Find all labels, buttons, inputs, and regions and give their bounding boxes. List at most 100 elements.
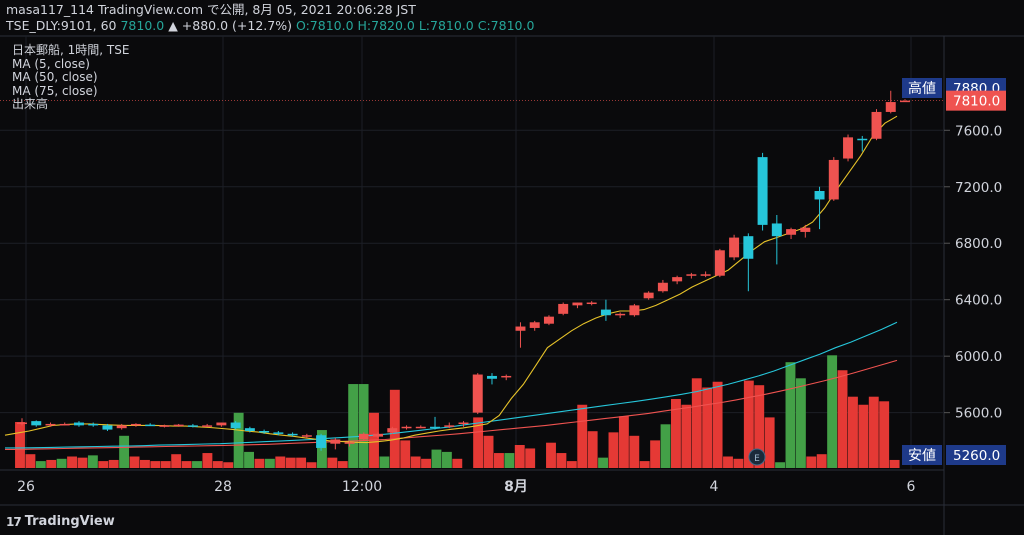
candle-body[interactable] bbox=[743, 236, 754, 259]
candle-body[interactable] bbox=[45, 423, 56, 426]
volume-bar bbox=[847, 396, 858, 468]
candle-body[interactable] bbox=[558, 303, 569, 314]
candle-body[interactable] bbox=[444, 425, 455, 427]
candle-body[interactable] bbox=[344, 442, 355, 444]
volume-bar bbox=[556, 453, 567, 468]
svg-text:E: E bbox=[754, 454, 760, 464]
candle-body[interactable] bbox=[259, 431, 270, 433]
candle-body[interactable] bbox=[686, 274, 697, 276]
x-tick-label: 28 bbox=[214, 479, 232, 495]
volume-bar bbox=[868, 396, 879, 468]
candle-body[interactable] bbox=[828, 159, 839, 200]
candle-body[interactable] bbox=[173, 424, 184, 427]
candle-body[interactable] bbox=[387, 428, 398, 433]
x-tick-label: 8月 bbox=[504, 479, 528, 495]
candle-body[interactable] bbox=[814, 191, 825, 200]
tradingview-logo-icon: 17 bbox=[6, 514, 22, 529]
candle-body[interactable] bbox=[301, 435, 312, 437]
x-tick-label: 6 bbox=[907, 479, 916, 495]
candle-body[interactable] bbox=[415, 426, 426, 429]
candle-body[interactable] bbox=[700, 274, 711, 276]
candle-body[interactable] bbox=[586, 302, 597, 305]
candle-body[interactable] bbox=[757, 157, 768, 225]
volume-bar bbox=[202, 453, 213, 468]
candle-body[interactable] bbox=[88, 423, 99, 426]
candle-body[interactable] bbox=[59, 423, 70, 426]
candle-body[interactable] bbox=[657, 282, 668, 292]
legend-title[interactable]: 日本郵船, 1時間, TSE bbox=[12, 43, 130, 57]
candle-body[interactable] bbox=[629, 305, 640, 316]
candle-body[interactable] bbox=[771, 223, 782, 237]
candle-body[interactable] bbox=[472, 374, 483, 413]
legend-ma75[interactable]: MA (75, close) bbox=[12, 83, 98, 98]
candle-body[interactable] bbox=[116, 425, 127, 429]
volume-bar bbox=[598, 457, 609, 468]
candle-body[interactable] bbox=[885, 102, 896, 112]
candle-body[interactable] bbox=[786, 229, 797, 235]
candle-body[interactable] bbox=[316, 435, 327, 448]
legend-ma5[interactable]: MA (5, close) bbox=[12, 56, 90, 71]
candle-body[interactable] bbox=[871, 111, 882, 139]
volume-bar bbox=[233, 412, 244, 468]
volume-bar bbox=[618, 416, 629, 468]
volume-bar bbox=[775, 462, 786, 468]
candle-body[interactable] bbox=[73, 422, 84, 426]
candle-body[interactable] bbox=[358, 433, 369, 440]
last-price-value: 7810.0 bbox=[953, 94, 1000, 110]
candle-body[interactable] bbox=[202, 425, 213, 427]
candle-body[interactable] bbox=[800, 227, 811, 232]
candle-body[interactable] bbox=[145, 424, 156, 427]
candle-body[interactable] bbox=[843, 137, 854, 159]
volume-bar bbox=[577, 404, 588, 468]
volume-bar bbox=[504, 453, 515, 468]
candle-body[interactable] bbox=[31, 421, 42, 426]
candle-body[interactable] bbox=[543, 316, 554, 324]
candle-body[interactable] bbox=[857, 138, 868, 141]
volume-bar bbox=[493, 453, 504, 468]
volume-bar bbox=[525, 448, 536, 468]
volume-bar bbox=[681, 404, 692, 468]
candle-body[interactable] bbox=[458, 422, 469, 425]
candle-body[interactable] bbox=[714, 250, 725, 276]
candle-body[interactable] bbox=[529, 322, 540, 328]
y-tick-label: 7200.0 bbox=[955, 180, 1002, 196]
candle-body[interactable] bbox=[672, 277, 683, 282]
volume-bar bbox=[587, 431, 598, 468]
candle-body[interactable] bbox=[159, 425, 170, 427]
legend-ma50[interactable]: MA (50, close) bbox=[12, 70, 98, 84]
candle-body[interactable] bbox=[373, 433, 384, 437]
earnings-marker-icon[interactable]: E bbox=[748, 448, 766, 466]
volume-bar bbox=[670, 399, 681, 468]
candle-body[interactable] bbox=[330, 439, 341, 444]
candle-body[interactable] bbox=[244, 428, 255, 431]
volume-bar bbox=[452, 458, 463, 468]
volume-bar bbox=[879, 401, 890, 468]
volume-bar bbox=[743, 380, 754, 468]
candle-body[interactable] bbox=[401, 426, 412, 429]
candle-body[interactable] bbox=[643, 292, 654, 299]
volume-bar bbox=[77, 457, 88, 468]
candle-body[interactable] bbox=[102, 425, 113, 430]
volume-bar bbox=[181, 461, 192, 468]
candle-body[interactable] bbox=[600, 309, 611, 316]
candle-body[interactable] bbox=[287, 433, 298, 436]
candle-body[interactable] bbox=[486, 375, 497, 379]
candle-body[interactable] bbox=[572, 302, 583, 306]
candle-body[interactable] bbox=[501, 375, 512, 378]
candle-body[interactable] bbox=[17, 422, 27, 425]
candle-body[interactable] bbox=[430, 426, 441, 429]
candle-body[interactable] bbox=[130, 423, 141, 426]
candle-body[interactable] bbox=[230, 422, 241, 429]
candle-body[interactable] bbox=[273, 432, 284, 434]
volume-bar bbox=[87, 455, 98, 468]
volume-bar bbox=[108, 459, 119, 468]
volume-bar bbox=[723, 456, 733, 468]
legend-volume[interactable]: 出来高 bbox=[12, 97, 49, 111]
candle-body[interactable] bbox=[216, 422, 227, 426]
candle-body[interactable] bbox=[729, 237, 740, 258]
candle-body[interactable] bbox=[187, 425, 198, 427]
candle-body[interactable] bbox=[615, 313, 626, 316]
candle-body[interactable] bbox=[515, 326, 526, 331]
candle-body[interactable] bbox=[900, 100, 910, 103]
